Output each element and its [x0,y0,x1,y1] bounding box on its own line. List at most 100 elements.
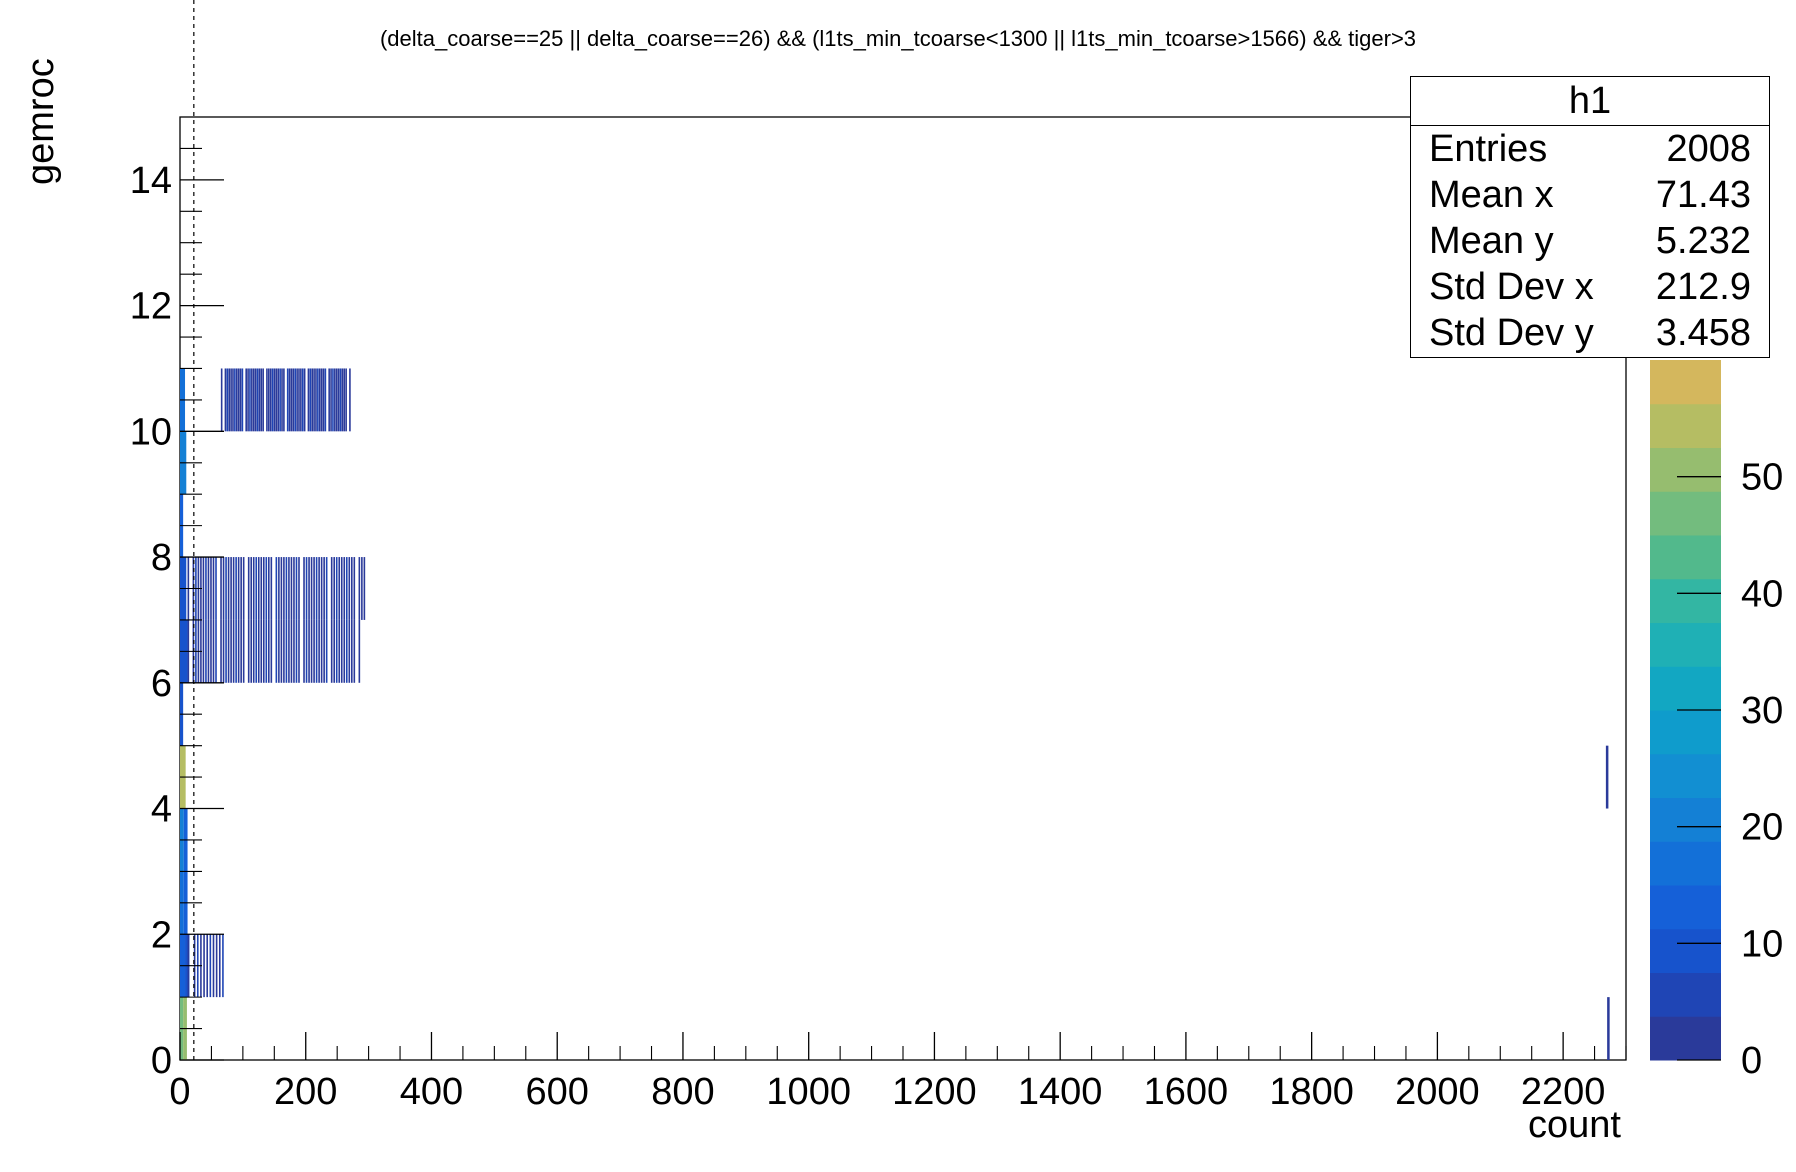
heatmap-bin [280,619,283,683]
y-tick-label: 14 [130,160,172,202]
heatmap-bin [313,368,315,432]
heatmap-bin [235,557,237,620]
heatmap-bin [225,557,227,620]
heatmap-bin [283,619,285,683]
heatmap-bin [270,557,273,620]
stats-row-mean-x: Mean x 71.43 [1411,172,1769,218]
x-tick-label: 1000 [766,1071,851,1113]
heatmap-bin [257,557,260,620]
heatmap-bin [361,557,363,620]
heatmap-bin [300,368,302,432]
heatmap-bin [225,619,227,683]
heatmap-bin [348,557,351,620]
palette-swatch [1650,753,1721,798]
heatmap-bin [363,557,366,620]
heatmap-bin [268,557,270,620]
heatmap-bin [242,619,245,683]
heatmap-bin [251,368,253,432]
heatmap-bin [358,619,361,683]
stats-mean-x-value: 71.43 [1655,174,1751,216]
chart-title: (delta_coarse==25 || delta_coarse==26) &… [379,26,1417,51]
heatmap-bin [330,368,332,432]
palette-swatch [1650,622,1721,667]
heatmap-bin [308,619,310,683]
heatmap-bin [268,368,270,432]
x-tick-label: 1600 [1144,1071,1229,1113]
heatmap-bin [343,557,346,620]
heatmap-bin [262,619,265,683]
heatmap-bin [230,619,232,683]
stats-std-y-label: Std Dev y [1429,312,1594,354]
heatmap-bin [232,619,235,683]
heatmap-bin [330,557,333,620]
heatmap-bin [298,368,300,432]
stats-entries-value: 2008 [1666,128,1751,170]
heatmap-bin [296,368,298,432]
palette-swatch [1650,403,1721,448]
heatmap-bin [293,557,295,620]
heatmap-bin [298,557,300,620]
heatmap-bin [323,619,325,683]
heatmap-bin [256,368,259,432]
heatmap-bin [241,368,244,432]
heatmap-bin [280,557,283,620]
heatmap-bin [250,557,253,620]
heatmap-bin [283,368,285,432]
heatmap-cell [1607,997,1610,1060]
heatmap-bin [215,557,217,620]
stats-mean-y-label: Mean y [1429,220,1554,262]
heatmap-bin [303,619,305,683]
heatmap-bin [257,619,260,683]
heatmap-bin [255,619,258,683]
heatmap-bin [283,557,285,620]
heatmap-cell [1605,745,1609,809]
heatmap-bin [262,557,265,620]
heatmap-bin [222,934,224,998]
x-tick-label: 1800 [1269,1071,1354,1113]
heatmap-bin [222,619,225,683]
heatmap-bin [335,368,338,432]
heatmap-bin [309,368,312,432]
stats-std-x-label: Std Dev x [1429,266,1594,308]
heatmap-bin [295,557,298,620]
heatmap-bin [340,557,343,620]
heatmap-bin [266,368,268,432]
heatmap-bin [288,619,290,683]
heatmap-bin [298,619,300,683]
stats-std-x-value: 212.9 [1655,266,1751,308]
heatmap-bin [318,368,321,432]
heatmap-bin [227,619,230,683]
heatmap-bin [252,619,255,683]
stats-histogram-name: h1 [1411,77,1769,126]
heatmap-bin [207,557,210,620]
heatmap-bin [315,619,318,683]
heatmap-bin [305,619,308,683]
heatmap-bin [338,557,341,620]
heatmap-bin [307,368,310,432]
heatmap-bin [343,368,346,432]
heatmap-bin [260,619,263,683]
heatmap-bin [210,557,212,620]
y-tick-label: 8 [151,537,172,579]
heatmap-bin [281,368,283,432]
heatmap-bin [343,619,346,683]
x-tick-label: 2000 [1395,1071,1480,1113]
heatmap-bin [278,619,280,683]
heatmap-bin [320,619,323,683]
heatmap-bin [215,619,217,683]
heatmap-bin [220,368,223,432]
heatmap-bin [358,557,361,620]
palette-tick-label: 50 [1741,457,1783,499]
heatmap-bin [285,619,288,683]
heatmap-bin [288,557,290,620]
heatmap-bin [340,619,343,683]
palette-swatch [1650,666,1721,711]
heatmap-bin [205,619,207,683]
stats-box: h1 Entries 2008 Mean x 71.43 Mean y 5.23… [1410,76,1770,358]
heatmap-bin [332,368,334,432]
palette-tick-label: 30 [1741,690,1783,732]
heatmap-bin [294,368,297,432]
stats-mean-x-label: Mean x [1429,174,1554,216]
